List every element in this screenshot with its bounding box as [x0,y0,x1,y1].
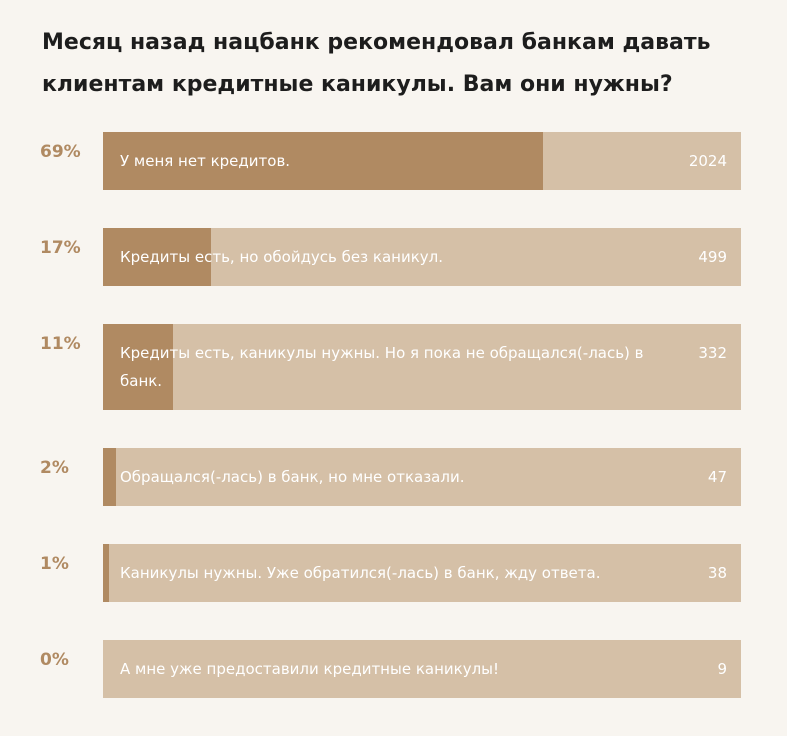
bar [103,544,110,602]
option-label: У меня нет кредитов. [120,152,291,170]
vote-count: 499 [698,248,727,266]
poll-rows: 69% У меня нет кредитов. 2024 17% Кредиты ес… [0,132,787,736]
percent-label: 1% [40,554,69,574]
bar-track: У меня нет кредитов. 2024 [103,132,741,190]
bar-track: А мне уже предоставили кредитные каникул… [103,640,741,698]
option-label: Обращался(-лась) в банк, но мне отказали… [120,468,465,486]
poll-option: 17% Кредиты есть, но обойдусь без каникул… [0,228,787,286]
bar [103,324,174,410]
vote-count: 47 [707,468,727,486]
poll-option: 69% У меня нет кредитов. 2024 [0,132,787,190]
bar-track: Кредиты есть, но обойдусь без каникул. 49… [103,228,741,286]
bar-track: Каникулы нужны. Уже обратился(-лась) в б… [103,544,741,602]
option-label: Каникулы нужны. Уже обратился(-лась) в б… [120,564,601,582]
vote-count: 9 [717,660,727,678]
bar-track: Обращался(-лась) в банк, но мне отказали… [103,448,741,506]
poll-title: Месяц назад нацбанк рекомендовал банкам … [42,30,711,97]
percent-label: 2% [40,458,69,478]
option-label: А мне уже предоставили кредитные каникул… [120,660,500,678]
option-label: Кредиты есть, но обойдусь без каникул. [120,248,443,266]
poll-option: 2% Обращался(-лась) в банк, но мне отказа… [0,448,787,506]
poll-option: 1% Каникулы нужны. Уже обратился(-лась) в… [0,544,787,602]
vote-count: 332 [698,344,727,362]
bar [103,448,116,506]
vote-count: 38 [707,564,727,582]
vote-count: 2024 [688,152,727,170]
bar [103,132,544,190]
percent-label: 17% [40,238,81,258]
percent-label: 0% [40,650,69,670]
percent-label: 11% [40,334,81,354]
poll-option: 0% А мне уже предоставили кредитные каник… [0,640,787,698]
percent-label: 69% [40,142,81,162]
poll-option: 11% Кредиты есть, каникулы нужны. Но я по… [0,324,787,410]
bar [103,228,212,286]
bar-track: Кредиты есть, каникулы нужны. Но я пока … [103,324,741,410]
option-label: Кредиты есть, каникулы нужны. Но я пока … [120,344,644,390]
